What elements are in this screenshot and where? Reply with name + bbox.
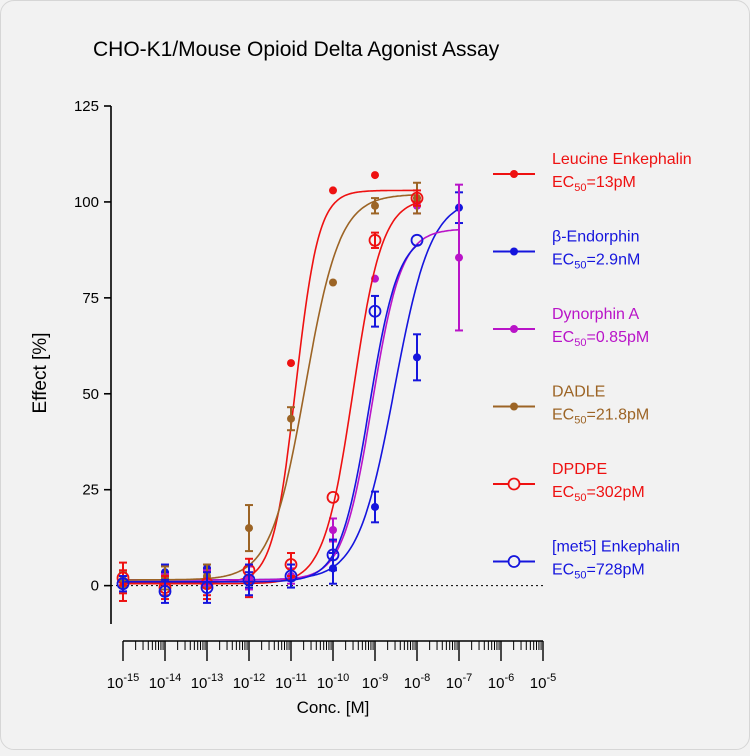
legend-entry-2: Dynorphin A EC50=0.85pM: [493, 306, 649, 349]
data-point: [200, 581, 214, 594]
legend-marker: [510, 247, 518, 256]
legend-series-name: Leucine Enkephalin: [552, 151, 692, 168]
fit-curve: [124, 194, 419, 581]
fit-curve: [124, 228, 460, 581]
x-tick-label: 10-9: [362, 672, 388, 692]
legend-series-name: [met5] Enkephalin: [552, 539, 680, 556]
data-point: [284, 569, 298, 583]
x-tick-label: 10-6: [488, 672, 514, 692]
legend-ec50: EC50=13pM: [552, 174, 636, 194]
data-point: [329, 186, 337, 195]
data-point: [368, 233, 382, 247]
legend-entry-3: DADLE EC50=21.8pM: [493, 384, 649, 427]
y-tick-label: 0: [91, 578, 99, 595]
chart-title: CHO-K1/Mouse Opioid Delta Agonist Assay: [93, 38, 500, 61]
data-point: [242, 573, 256, 587]
x-tick-label: 10-10: [317, 672, 350, 692]
data-point: [158, 584, 172, 598]
data-point: [368, 304, 382, 318]
plot-area: [116, 171, 463, 604]
x-tick-label: 10-5: [530, 672, 556, 692]
legend-series-name: DADLE: [552, 384, 605, 401]
series-4: [116, 189, 424, 601]
y-tick-label: 75: [82, 290, 99, 307]
legend-ec50: EC50=302pM: [552, 484, 645, 504]
data-point: [371, 201, 379, 210]
legend-ec50: EC50=728pM: [552, 562, 645, 582]
y-tick-label: 25: [82, 482, 99, 499]
fit-curve: [124, 201, 419, 585]
legend-series-name: β-Endorphin: [552, 229, 639, 246]
legend-entry-0: Leucine Enkephalin EC50=13pM: [493, 151, 692, 194]
legend-ec50: EC50=2.9nM: [552, 252, 640, 272]
legend-marker: [507, 477, 521, 491]
data-point: [455, 253, 463, 262]
data-point: [245, 524, 253, 533]
y-axis-label: Effect [%]: [30, 333, 51, 414]
data-point: [410, 233, 424, 247]
data-point: [329, 278, 337, 287]
data-point: [410, 191, 424, 205]
data-point: [329, 525, 337, 534]
y-tick-label: 125: [74, 98, 99, 115]
data-point: [326, 548, 340, 562]
data-point: [287, 359, 295, 368]
data-point: [287, 414, 295, 423]
series-1: [124, 191, 463, 589]
legend-series-name: DPDPE: [552, 461, 607, 478]
legend-series-name: Dynorphin A: [552, 306, 639, 323]
legend-entry-4: DPDPE EC50=302pM: [493, 461, 645, 504]
legend-marker: [507, 555, 521, 568]
fit-curve: [124, 208, 460, 581]
x-tick-label: 10-7: [446, 672, 472, 692]
legend: Leucine Enkephalin EC50=13pM β-Endorphin EC…: [493, 151, 692, 582]
x-tick-label: 10-14: [149, 672, 182, 692]
x-tick-label: 10-15: [107, 672, 140, 692]
legend-ec50: EC50=21.8pM: [552, 407, 649, 427]
legend-marker: [510, 325, 518, 333]
legend-marker: [510, 402, 518, 411]
data-point: [371, 171, 379, 180]
x-tick-label: 10-11: [275, 672, 307, 692]
data-point: [326, 490, 340, 504]
x-tick-label: 10-13: [191, 672, 224, 692]
legend-marker: [510, 170, 518, 178]
x-axis-label: Conc. [M]: [297, 698, 370, 717]
x-tick-label: 10-8: [404, 672, 430, 692]
data-point: [413, 353, 421, 362]
x-tick-label: 10-12: [233, 672, 266, 692]
fit-curve: [124, 243, 420, 583]
axes: 0 25 50 75 100 125 10-15 10-14 10-13 10-12 10-11 10…: [74, 98, 556, 692]
y-tick-label: 50: [82, 386, 99, 403]
legend-entry-5: [met5] Enkephalin EC50=728pM: [493, 539, 680, 582]
legend-ec50: EC50=0.85pM: [552, 329, 649, 349]
data-point: [116, 577, 130, 591]
series-5: [116, 233, 424, 604]
series-2: [124, 183, 463, 591]
legend-entry-1: β-Endorphin EC50=2.9nM: [493, 229, 640, 272]
y-tick-label: 100: [74, 194, 99, 211]
data-point: [371, 502, 379, 511]
